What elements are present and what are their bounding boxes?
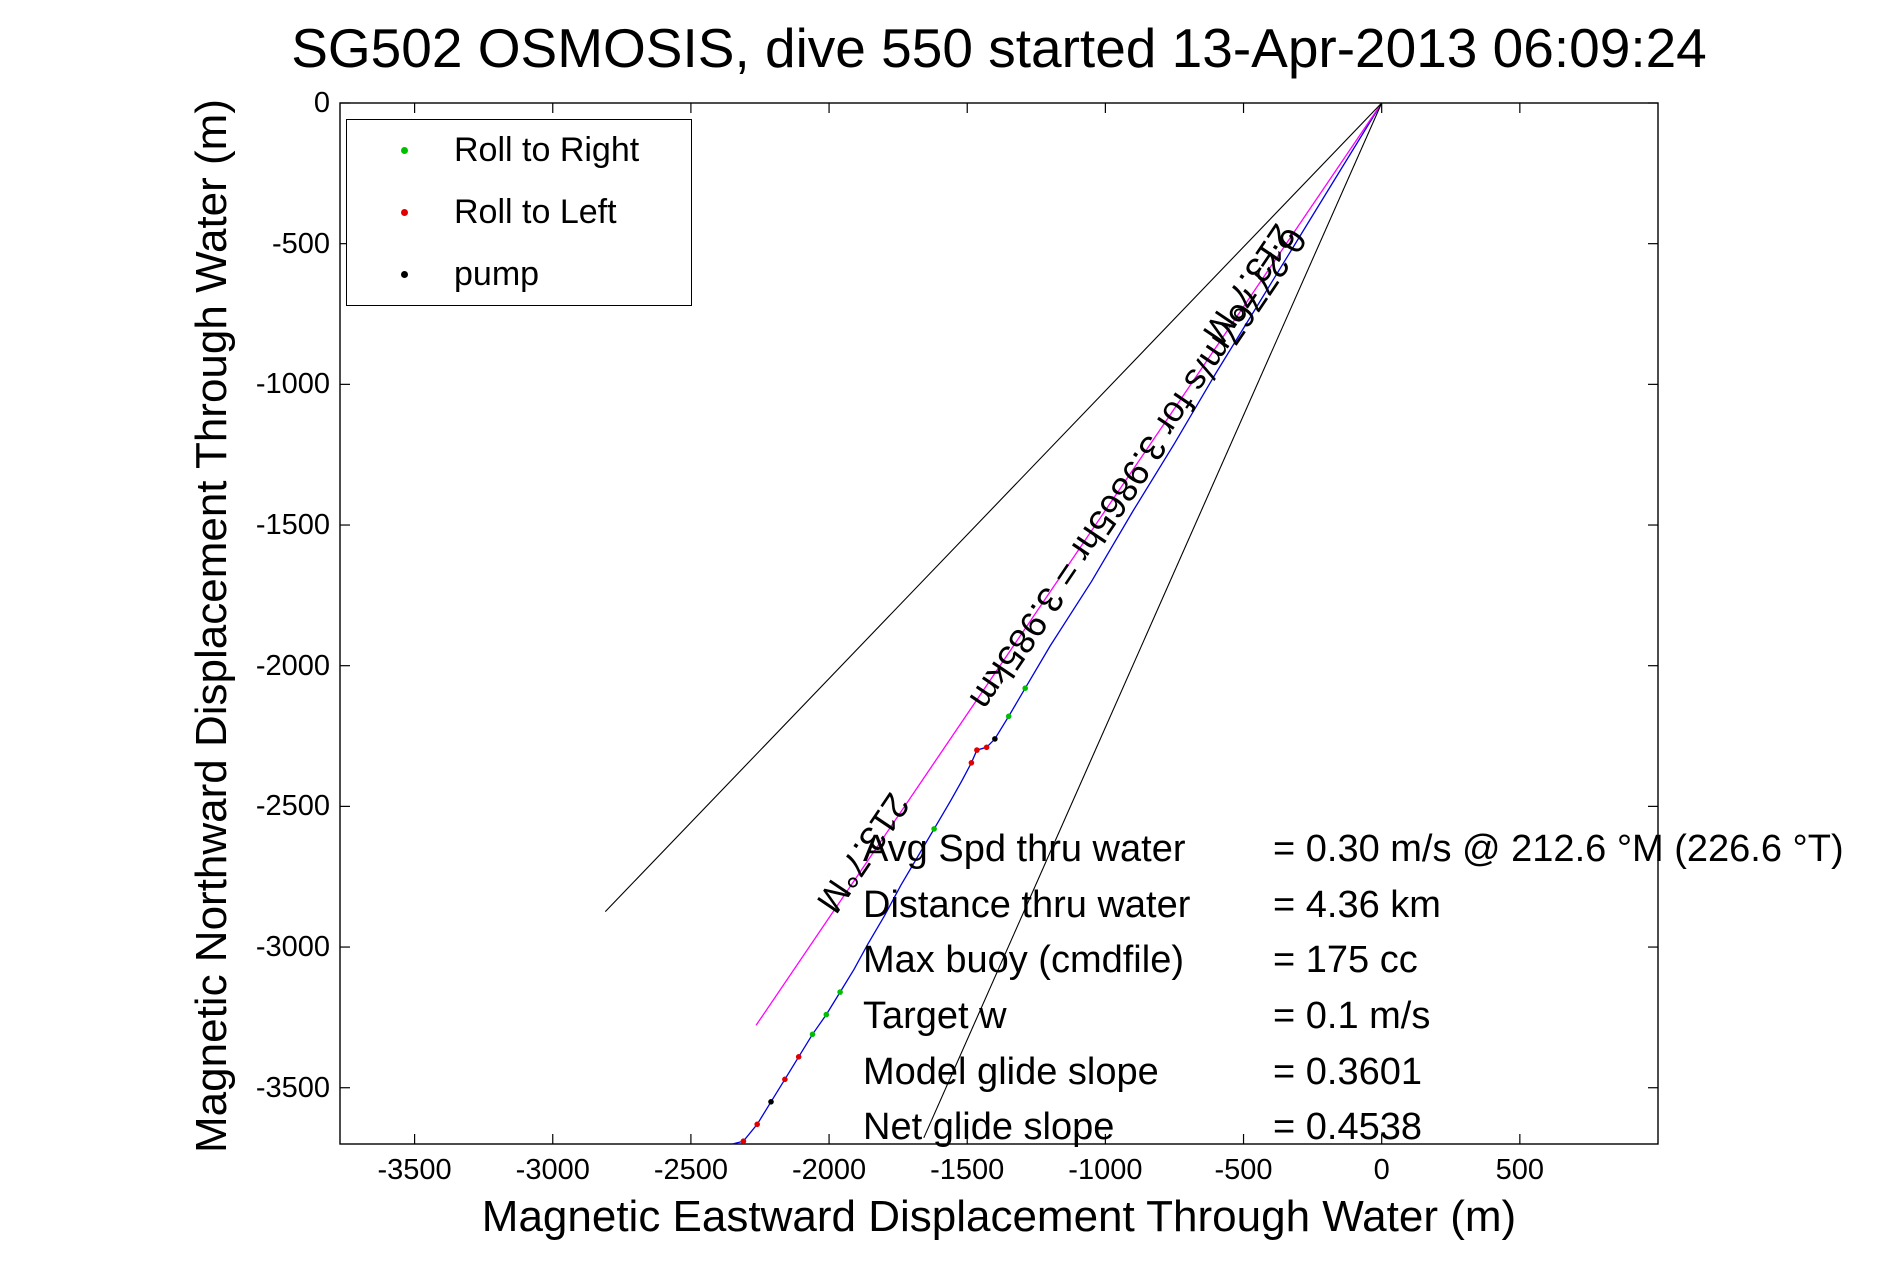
x-tick-label: -1000: [1068, 1154, 1143, 1186]
x-tick-label: 500: [1495, 1154, 1545, 1186]
marker-roll-right: [823, 1011, 830, 1018]
legend-marker-dot-icon: [401, 147, 408, 155]
series-bearing-bound-right: [923, 102, 1383, 1139]
x-tick-label: -2500: [653, 1154, 728, 1186]
legend-item-label: Roll to Left: [454, 193, 617, 231]
marker-roll-left: [974, 747, 980, 753]
x-tick-label: -2000: [791, 1154, 867, 1186]
marker-roll-left: [983, 744, 990, 751]
marker-roll-right: [931, 826, 937, 832]
marker-roll-right: [837, 989, 843, 995]
x-tick-label: -3500: [377, 1154, 452, 1186]
annotation-row: Model glide slope = 0.3601: [863, 1044, 1844, 1100]
marker-pump: [768, 1099, 774, 1105]
annotation-row: Target w = 0.1 m/s: [863, 989, 1844, 1045]
marker-roll-left: [968, 760, 975, 766]
annotation-label: Max buoy (cmdfile): [863, 939, 1184, 982]
legend-item: pump: [347, 243, 691, 305]
annotation-value: = 0.4538: [1273, 1106, 1422, 1149]
y-tick-label: -3500: [255, 1071, 330, 1104]
x-tick-label: -500: [1214, 1154, 1273, 1186]
x-axis-label: Magnetic Eastward Displacement Through W…: [481, 1192, 1517, 1241]
y-tick-label: -2500: [255, 790, 330, 823]
marker-roll-left: [795, 1054, 802, 1060]
annotation-value: = 4.36 km: [1273, 883, 1441, 926]
marker-roll-right: [1005, 713, 1012, 720]
x-tick-label: 0: [1373, 1154, 1390, 1186]
series-bearing-bound-left: [604, 102, 1383, 912]
series-course-made-good-line: [755, 102, 1383, 1026]
annotation-row: Net glide slope = 0.4538: [863, 1100, 1844, 1156]
marker-roll-left: [740, 1138, 747, 1144]
y-tick-label: 0: [313, 87, 330, 119]
annotation-row: Max buoy (cmdfile) = 175 cc: [863, 933, 1844, 989]
annotation-block: Avg Spd thru water = 0.30 m/s @ 212.6 °M …: [863, 822, 1844, 1156]
legend-marker-dot-icon: [401, 209, 408, 216]
chart-title: SG502 OSMOSIS, dive 550 started 13-Apr-2…: [291, 17, 1707, 79]
legend-item: Roll to Left: [347, 182, 691, 244]
annotation-label: Distance thru water: [863, 883, 1191, 926]
legend-marker-dot-icon: [401, 270, 408, 278]
marker-roll-left: [782, 1076, 788, 1083]
x-tick-label: -1500: [930, 1154, 1005, 1186]
annotation-row: Distance thru water = 4.36 km: [863, 878, 1844, 934]
annotation-label: Model glide slope: [863, 1050, 1159, 1093]
annotation-label: Avg Spd thru water: [863, 828, 1186, 871]
marker-roll-right: [1022, 685, 1028, 691]
annotation-value: = 175 cc: [1273, 939, 1418, 982]
marker-roll-right: [809, 1031, 816, 1038]
y-tick-label: -2000: [255, 649, 330, 682]
legend-item-label: Roll to Right: [454, 131, 640, 170]
marker-roll-left: [754, 1121, 760, 1128]
y-tick-label: -3000: [255, 931, 330, 964]
x-tick-label: -3000: [515, 1154, 590, 1186]
series-track-through-water: [732, 102, 1383, 1145]
marker-pump: [992, 736, 998, 742]
y-tick-label: -500: [271, 227, 330, 260]
annotation-row: Avg Spd thru water = 0.30 m/s @ 212.6 °M …: [863, 822, 1844, 878]
axes-box: [339, 102, 1659, 1145]
legend-item-label: pump: [454, 254, 540, 293]
y-tick-label: -1500: [255, 509, 330, 542]
legend: Roll to Right Roll to Left pump: [346, 119, 692, 306]
annotation-value: = 0.1 m/s: [1273, 995, 1431, 1038]
y-tick-label: -1000: [255, 368, 330, 401]
legend-item: Roll to Right: [347, 120, 691, 182]
annotation-value: = 0.3601: [1273, 1050, 1422, 1093]
y-axis-label: Magnetic Northward Displacement Through …: [187, 99, 236, 1153]
annotation-value: = 0.30 m/s @ 212.6 °M (226.6 °T): [1273, 828, 1844, 871]
annotation-label: Net glide slope: [863, 1106, 1115, 1149]
annotation-label: Target w: [863, 995, 1007, 1038]
